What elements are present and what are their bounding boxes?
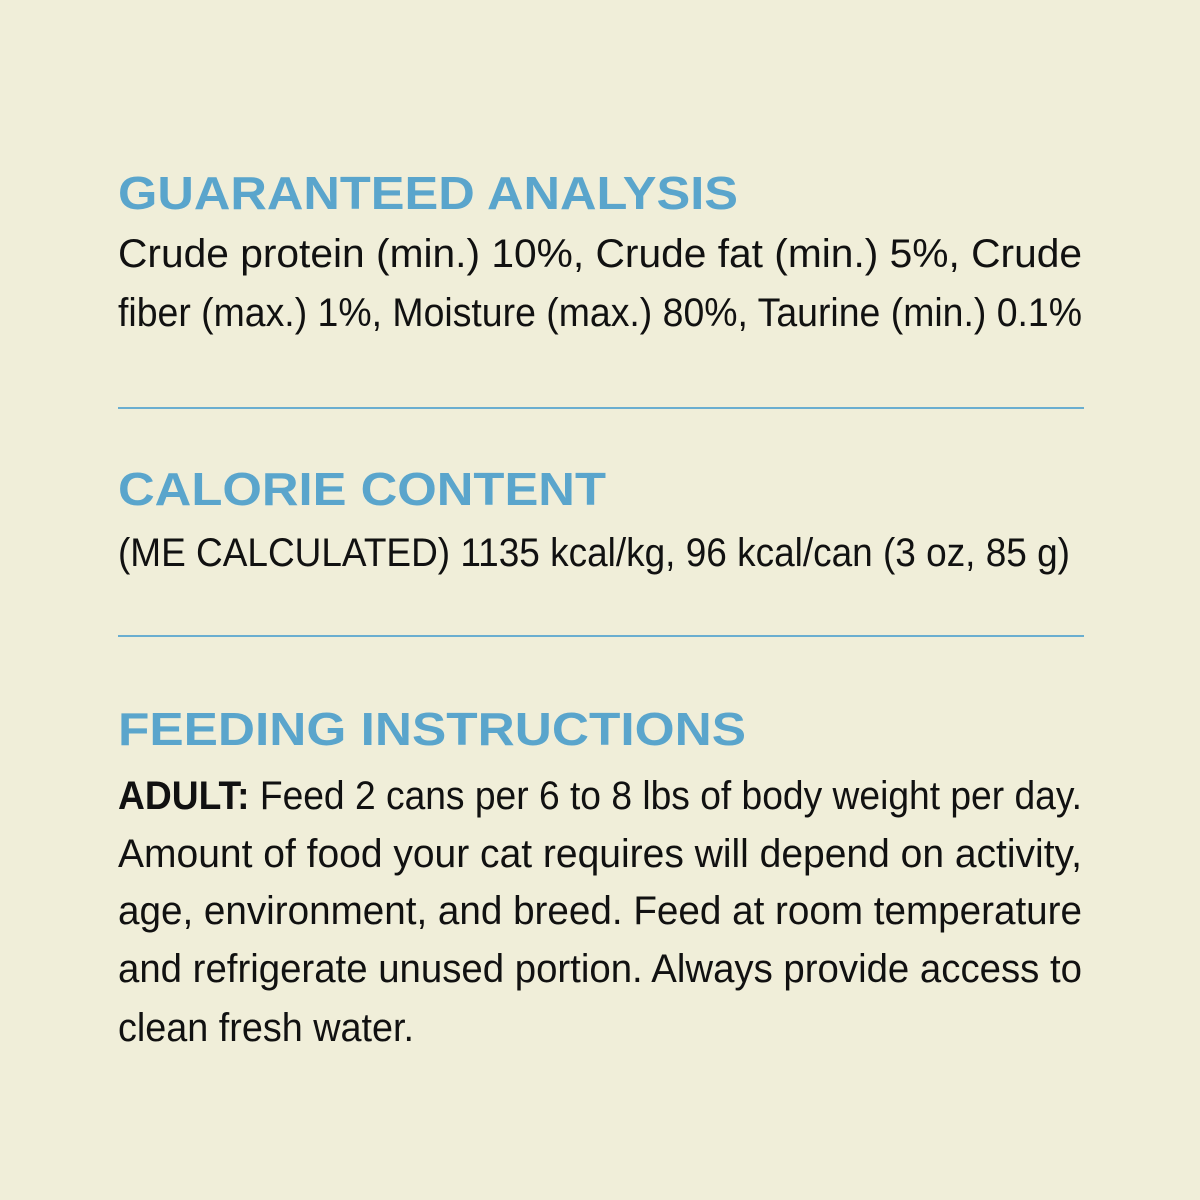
feeding-line: Amount of food your cat requires will de… <box>118 832 1082 876</box>
section-heading: GUARANTEED ANALYSIS <box>118 167 738 219</box>
divider <box>118 407 1084 409</box>
feeding-text: Feed 2 cans per 6 to 8 lbs of body weigh… <box>249 774 1082 818</box>
feeding-line: clean fresh water. <box>118 1006 414 1050</box>
feeding-line: and refrigerate unused portion. Always p… <box>118 947 1082 991</box>
feeding-line: age, environment, and breed. Feed at roo… <box>118 889 1082 933</box>
section-heading: FEEDING INSTRUCTIONS <box>118 703 746 755</box>
section-heading: CALORIE CONTENT <box>118 463 606 515</box>
analysis-line: fiber (max.) 1%, Moisture (max.) 80%, Ta… <box>118 291 1082 335</box>
adult-label: ADULT: <box>118 774 250 818</box>
analysis-line: Crude protein (min.) 10%, Crude fat (min… <box>118 232 1082 276</box>
calorie-text: (ME CALCULATED) 1135 kcal/kg, 96 kcal/ca… <box>118 531 1070 575</box>
feeding-line: ADULT: Feed 2 cans per 6 to 8 lbs of bod… <box>118 776 1082 816</box>
divider <box>118 635 1084 637</box>
